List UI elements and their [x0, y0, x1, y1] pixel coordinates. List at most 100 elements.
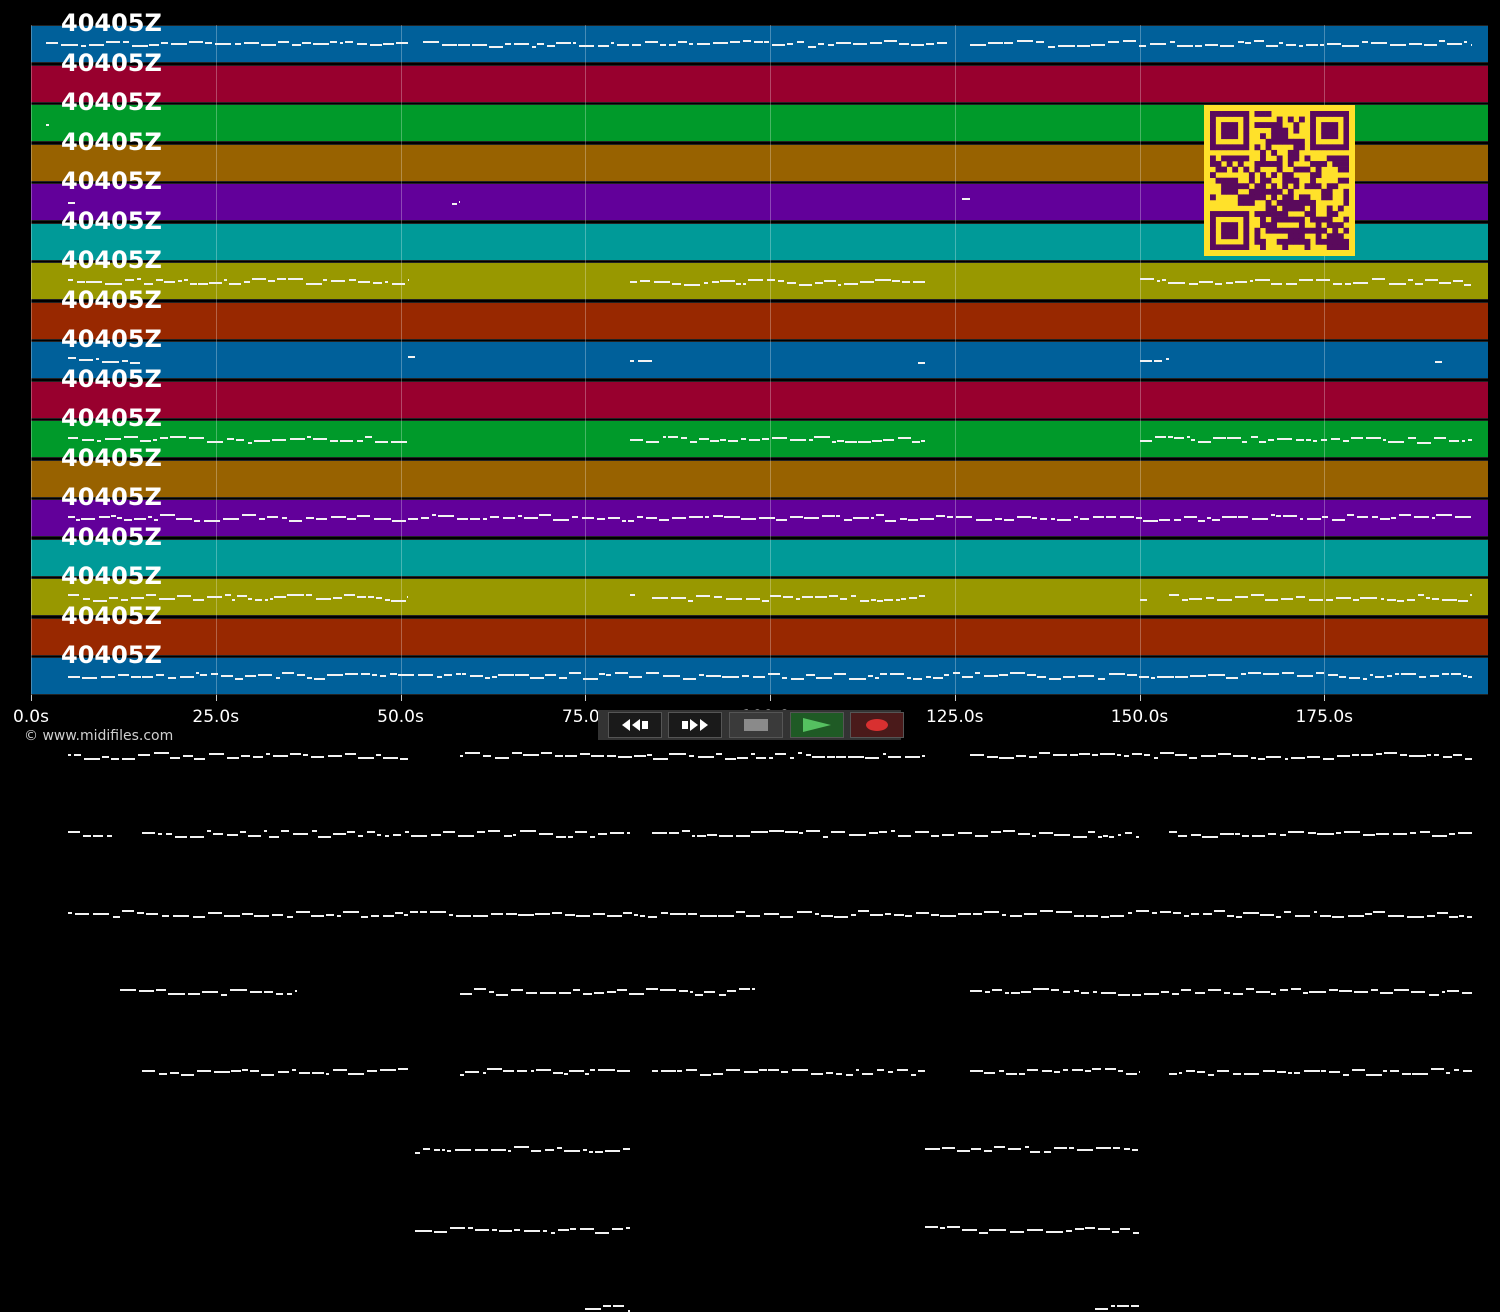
play-button[interactable] — [790, 712, 844, 738]
note — [905, 756, 920, 758]
track-lane[interactable] — [31, 539, 1488, 577]
note — [831, 831, 846, 833]
track-lane[interactable] — [31, 578, 1488, 616]
note — [1021, 991, 1031, 993]
track-lane[interactable] — [31, 618, 1488, 656]
note — [1381, 598, 1384, 600]
note — [1432, 835, 1447, 837]
note — [1430, 675, 1439, 677]
note — [276, 677, 279, 679]
note — [1227, 915, 1234, 917]
note — [670, 913, 686, 915]
note — [396, 42, 408, 44]
note — [1463, 675, 1467, 677]
copyright-text: © www.midifiles.com — [24, 728, 173, 744]
note — [391, 441, 407, 443]
note — [449, 914, 453, 916]
note — [668, 436, 678, 438]
note — [205, 42, 212, 44]
note — [692, 835, 696, 837]
note — [1363, 678, 1367, 680]
note — [1390, 1070, 1399, 1072]
note — [1080, 518, 1089, 520]
note — [434, 1231, 446, 1233]
note — [326, 1073, 329, 1075]
note — [725, 758, 736, 760]
note — [1208, 674, 1224, 676]
note — [224, 279, 227, 281]
note — [1063, 1069, 1068, 1071]
track-lane[interactable] — [31, 302, 1488, 340]
note — [828, 44, 835, 46]
track-lane[interactable] — [31, 65, 1488, 103]
note — [716, 753, 723, 755]
note — [1108, 41, 1119, 43]
note — [209, 282, 222, 284]
note — [1323, 758, 1334, 760]
note — [767, 279, 775, 281]
note — [1118, 1070, 1123, 1072]
note — [896, 599, 900, 601]
record-button[interactable] — [850, 712, 904, 738]
note — [970, 1070, 983, 1072]
note — [1410, 832, 1416, 834]
note — [1079, 753, 1090, 755]
note — [83, 835, 92, 837]
note — [1418, 594, 1425, 596]
note — [797, 911, 812, 913]
rewind-button[interactable] — [608, 712, 662, 738]
note — [171, 43, 186, 45]
note — [330, 41, 337, 43]
note — [505, 43, 511, 45]
note — [1465, 758, 1472, 760]
note — [798, 752, 802, 754]
note — [1464, 284, 1471, 286]
stop-button[interactable] — [729, 712, 783, 738]
note — [684, 284, 700, 286]
track-label: 40405Z — [61, 51, 162, 75]
tick-mark — [216, 695, 217, 701]
note — [458, 44, 470, 46]
note — [697, 43, 710, 45]
note — [802, 596, 813, 598]
note — [623, 1148, 630, 1150]
note — [225, 594, 231, 596]
track-lane[interactable] — [31, 341, 1488, 379]
note — [741, 518, 756, 520]
note — [46, 42, 58, 44]
note — [268, 280, 275, 282]
note — [672, 283, 681, 285]
note — [178, 280, 182, 282]
note — [1407, 599, 1415, 601]
note — [1159, 519, 1170, 521]
track-lane[interactable] — [31, 381, 1488, 419]
note — [1417, 442, 1431, 444]
note — [102, 756, 109, 758]
note — [568, 836, 574, 838]
note — [81, 518, 95, 520]
note — [926, 43, 934, 45]
note — [82, 439, 94, 441]
note — [1157, 676, 1174, 678]
note — [498, 674, 513, 676]
note — [357, 515, 371, 517]
note — [558, 1229, 569, 1231]
note — [1271, 993, 1276, 995]
note — [330, 440, 338, 442]
track-lane[interactable] — [31, 460, 1488, 498]
note — [84, 758, 100, 760]
note — [877, 600, 883, 602]
track-lane[interactable] — [31, 25, 1488, 63]
note — [845, 441, 856, 443]
note — [530, 677, 543, 679]
note — [1354, 991, 1368, 993]
note — [683, 678, 696, 680]
note — [942, 834, 955, 836]
note — [358, 835, 363, 837]
fast-forward-button[interactable] — [668, 712, 722, 738]
note — [858, 910, 869, 912]
note — [840, 598, 847, 600]
note — [539, 833, 553, 835]
note — [900, 518, 907, 520]
note — [769, 830, 783, 832]
